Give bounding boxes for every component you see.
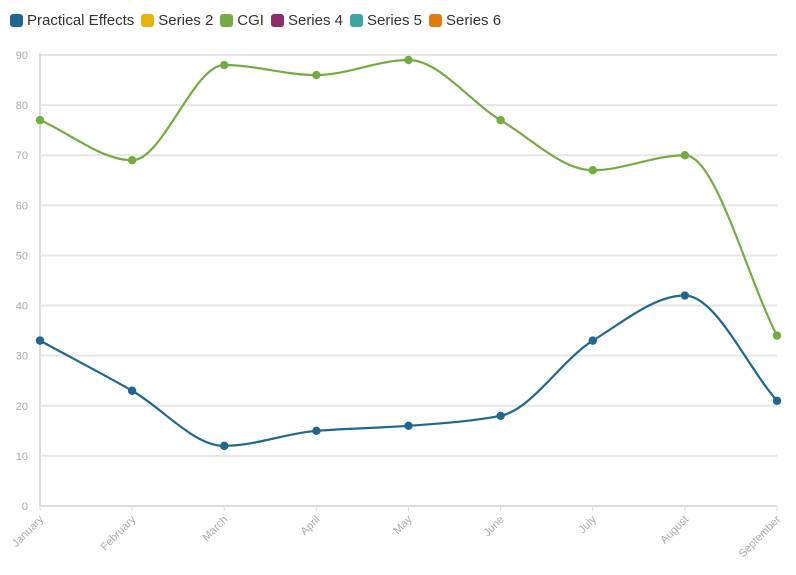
data-point-cgi-june[interactable] [496,115,505,125]
data-point-practical-effects-august[interactable] [680,291,690,300]
legend-label: Series 2 [158,12,214,29]
data-point-cgi-march[interactable] [220,60,229,70]
y-tick-label: 10 [16,451,28,463]
legend-item-series-5[interactable]: Series 5 [350,12,422,29]
legend-item-series-4[interactable]: Series 4 [270,12,343,29]
data-point-practical-effects-september[interactable] [772,396,782,405]
legend-swatch [10,14,23,27]
data-point-practical-effects-march[interactable] [220,441,229,451]
y-tick-label: 20 [16,401,28,413]
x-tick-label: September [737,513,784,560]
data-point-cgi-august[interactable] [680,151,690,160]
y-tick-label: 50 [16,250,28,262]
y-tick-label: 80 [16,100,28,112]
data-point-practical-effects-april[interactable] [312,426,321,436]
legend-swatch [350,14,363,27]
data-point-cgi-april[interactable] [312,70,321,80]
x-tick-label: February [99,513,139,553]
data-point-cgi-february[interactable] [127,156,137,165]
y-tick-label: 60 [16,200,28,212]
legend-item-practical-effects[interactable]: Practical Effects [10,12,134,29]
x-tick-label: January [10,513,47,550]
legend-swatch [270,14,284,27]
legend-item-cgi[interactable]: CGI [220,12,264,29]
legend-item-series-6[interactable]: Series 6 [429,12,501,29]
data-point-cgi-january[interactable] [35,115,45,125]
legend-label: Practical Effects [27,12,135,29]
y-tick-label: 90 [16,50,28,62]
legend-label: Series 4 [287,12,343,29]
y-tick-label: 70 [16,150,28,162]
y-tick-label: 40 [16,301,28,313]
data-point-practical-effects-june[interactable] [496,411,505,420]
x-tick-label: August [658,514,691,547]
chart-legend: Practical Effects Series 2 CGI Series 4 Seri… [10,12,508,29]
series-line-practical-effects [39,294,778,447]
x-tick-label: July [577,513,600,536]
data-point-practical-effects-january[interactable] [35,336,45,345]
series-line-cgi [39,58,778,337]
data-point-practical-effects-may[interactable] [404,421,413,431]
x-tick-label: April [298,514,322,538]
legend-swatch [220,14,234,27]
y-tick-label: 0 [22,501,28,513]
legend-label: CGI [237,12,264,29]
legend-swatch [429,14,443,27]
legend-item-series-2[interactable]: Series 2 [141,12,213,29]
legend-swatch [141,14,155,27]
data-point-cgi-july[interactable] [588,166,597,175]
y-tick-label: 30 [16,351,28,363]
legend-label: Series 5 [367,12,423,29]
legend-label: Series 6 [446,12,502,29]
x-tick-label: May [391,513,415,537]
data-point-practical-effects-july[interactable] [588,336,597,345]
x-tick-label: March [200,514,230,544]
data-point-practical-effects-february[interactable] [127,386,137,395]
data-point-cgi-may[interactable] [404,55,413,65]
data-point-cgi-september[interactable] [772,331,782,340]
x-tick-label: June [481,514,506,539]
